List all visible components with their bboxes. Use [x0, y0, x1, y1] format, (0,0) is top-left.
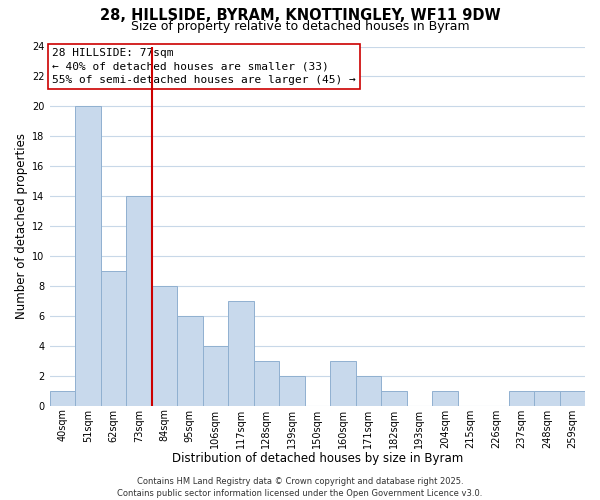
Bar — [101, 271, 126, 406]
Bar — [254, 361, 279, 406]
Bar — [534, 390, 560, 406]
Bar — [509, 390, 534, 406]
Bar — [381, 390, 407, 406]
Bar — [50, 390, 75, 406]
Y-axis label: Number of detached properties: Number of detached properties — [15, 133, 28, 319]
Bar — [126, 196, 152, 406]
Text: 28 HILLSIDE: 77sqm
← 40% of detached houses are smaller (33)
55% of semi-detache: 28 HILLSIDE: 77sqm ← 40% of detached hou… — [52, 48, 356, 84]
Bar — [560, 390, 585, 406]
X-axis label: Distribution of detached houses by size in Byram: Distribution of detached houses by size … — [172, 452, 463, 465]
Bar — [177, 316, 203, 406]
Text: 28, HILLSIDE, BYRAM, KNOTTINGLEY, WF11 9DW: 28, HILLSIDE, BYRAM, KNOTTINGLEY, WF11 9… — [100, 8, 500, 22]
Bar — [152, 286, 177, 406]
Bar — [279, 376, 305, 406]
Bar — [432, 390, 458, 406]
Bar — [203, 346, 228, 406]
Bar — [330, 361, 356, 406]
Bar — [75, 106, 101, 406]
Text: Contains HM Land Registry data © Crown copyright and database right 2025.
Contai: Contains HM Land Registry data © Crown c… — [118, 476, 482, 498]
Text: Size of property relative to detached houses in Byram: Size of property relative to detached ho… — [131, 20, 469, 33]
Bar — [356, 376, 381, 406]
Bar — [228, 301, 254, 406]
